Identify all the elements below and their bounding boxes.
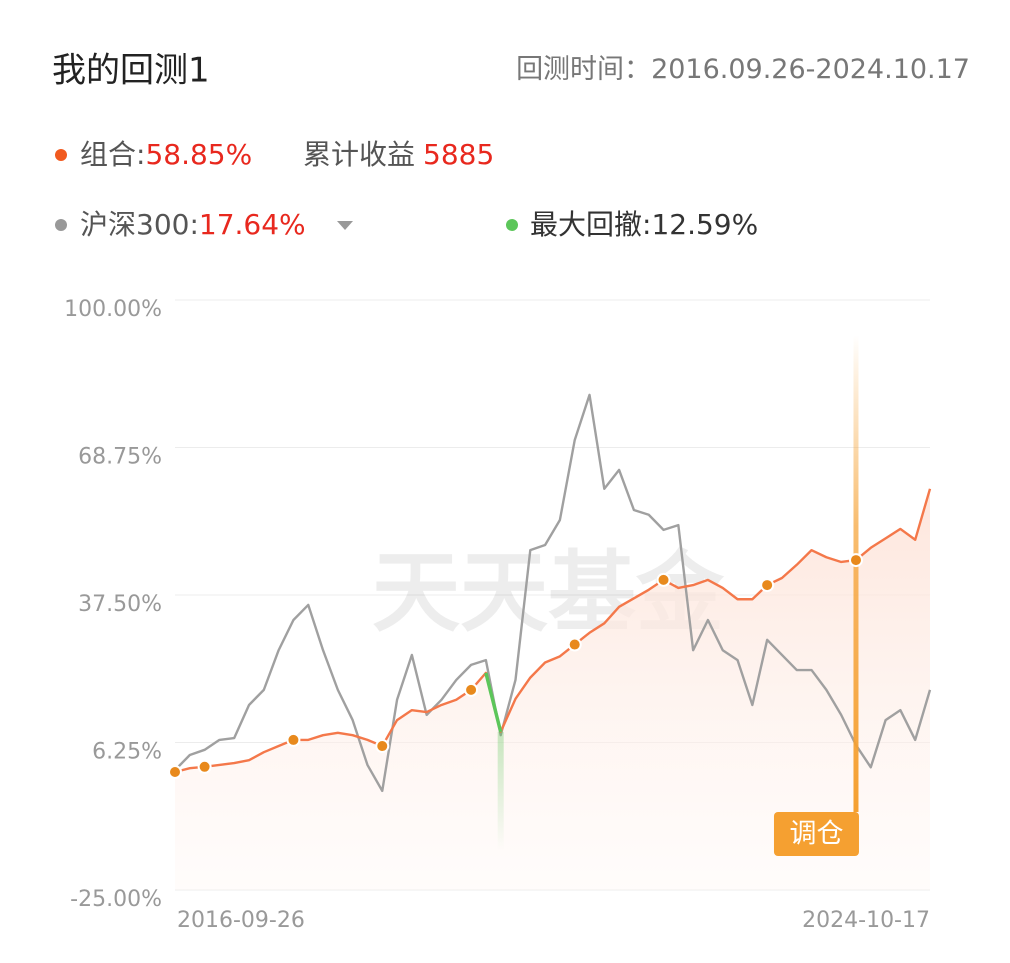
rebalance-dot [168, 765, 182, 779]
period: 回测时间：2016.09.26-2024.10.17 [516, 54, 970, 85]
title: 我的回测1 [52, 51, 210, 91]
y-tick-label: 6.25% [92, 740, 162, 765]
y-tick-label: 37.50% [78, 592, 162, 617]
area [175, 488, 930, 890]
x-tick-label: 2024-10-17 [802, 908, 930, 933]
legend-name: 组合 [80, 138, 136, 171]
drawdown-value: 12.59% [651, 208, 758, 241]
drawdown-label: 最大回撤 [530, 208, 642, 241]
legend-benchmark: 沪深300:17.64% [80, 208, 306, 241]
legend-dot [55, 149, 67, 161]
rebalance-dot [567, 637, 582, 652]
rebalance-dot [848, 553, 863, 568]
dropdown[interactable] [337, 221, 353, 230]
line [174, 488, 932, 774]
cumulative: 累计收益 5885 [303, 138, 494, 171]
legend-dot [506, 219, 518, 231]
line [174, 393, 932, 793]
legend-sep: : [136, 138, 145, 171]
cumulative-value: 5885 [423, 138, 494, 171]
rebalance-dot [760, 578, 775, 593]
legend-dot [55, 219, 67, 231]
rebalance-tag-text: 调仓 [789, 819, 843, 850]
rebalance-dot [286, 732, 301, 747]
cumulative-label: 累计收益 [303, 138, 415, 171]
legend-portfolio: 组合:58.85% [80, 138, 252, 171]
drawdown-shade [497, 731, 504, 850]
period-value: 2016.09.26-2024.10.17 [651, 54, 970, 85]
y-tick-label: 68.75% [78, 445, 162, 470]
rebalance-line [853, 335, 859, 812]
legend-name: 沪深300 [80, 208, 189, 241]
y-tick-label: -25.00% [70, 887, 162, 912]
rebalance-tag [773, 812, 859, 856]
period-label: 回测时间： [516, 54, 651, 85]
rebalance-dot [197, 759, 212, 774]
rebalance-dot [656, 572, 671, 587]
portfolio-return: 58.85% [145, 138, 252, 171]
x-tick-label: 2016-09-26 [177, 908, 305, 933]
drawdown: 最大回撤:12.59% [530, 208, 758, 241]
rebalance-dot [375, 739, 390, 754]
y-tick-label: 100.00% [64, 297, 162, 322]
legend-sep: : [189, 208, 198, 241]
benchmark-return: 17.64% [199, 208, 306, 241]
rebalance-dot [464, 682, 479, 697]
legend-sep: : [642, 208, 651, 241]
drawdown-line [484, 672, 503, 733]
